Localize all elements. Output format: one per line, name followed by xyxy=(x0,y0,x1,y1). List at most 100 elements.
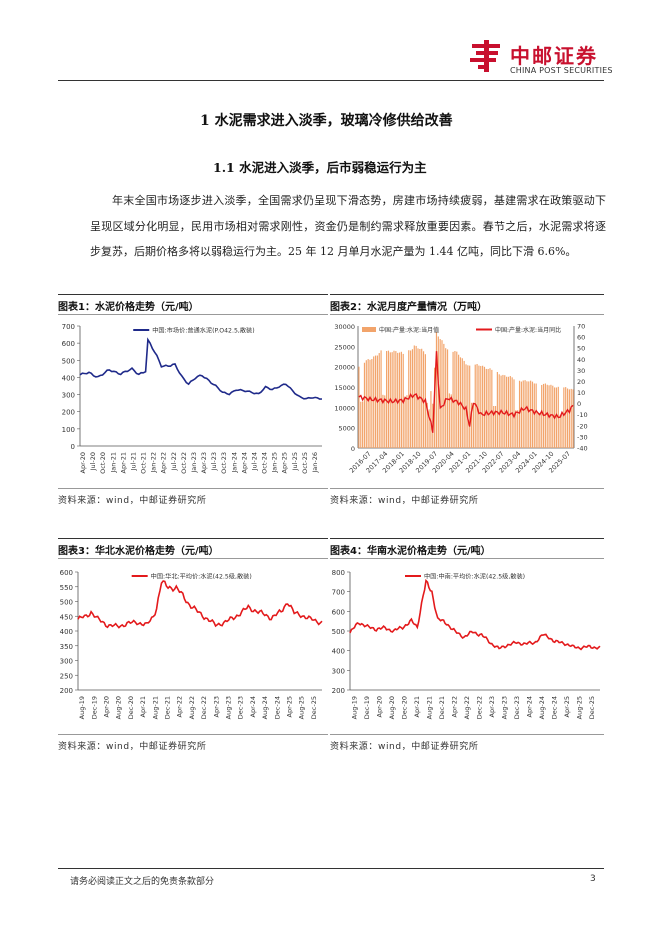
y-right-tick-label: 40 xyxy=(577,356,585,364)
y-tick-label: 200 xyxy=(62,409,75,417)
y-tick-label: 200 xyxy=(60,687,73,695)
x-tick-label: Dec-23 xyxy=(513,696,521,719)
figure-title-rule-3 xyxy=(58,558,328,559)
output-bar xyxy=(367,359,369,448)
output-bar xyxy=(561,415,563,448)
x-tick-label: Dec-19 xyxy=(90,696,98,719)
header-rule xyxy=(58,80,604,81)
output-bar xyxy=(493,405,495,448)
output-bar xyxy=(452,351,454,448)
output-bar xyxy=(430,391,432,448)
y-left-tick-label: 25000 xyxy=(334,343,355,351)
y-right-tick-label: 30 xyxy=(577,367,585,375)
figure-title-4: 图表4：华南水泥价格走势（元/吨） xyxy=(330,546,491,557)
output-bar xyxy=(531,381,534,448)
x-tick-label: Apr-22 xyxy=(176,696,184,717)
output-bar xyxy=(570,388,572,448)
output-bar xyxy=(470,402,473,448)
series-line xyxy=(349,578,601,651)
footer-rule xyxy=(58,868,604,869)
x-tick-label: Oct-21 xyxy=(140,452,148,474)
figure-title-rule-4 xyxy=(330,558,604,559)
output-bar xyxy=(515,410,517,448)
y-tick-label: 200 xyxy=(332,687,345,695)
figure-title-rule-2 xyxy=(330,314,604,315)
output-bar xyxy=(387,350,390,448)
x-tick-label: Apr-23 xyxy=(212,696,220,717)
x-tick-label: Jan-26 xyxy=(311,452,319,474)
output-bar xyxy=(419,348,421,448)
output-bar xyxy=(463,360,465,448)
output-bar xyxy=(454,351,456,448)
output-bar xyxy=(371,359,373,448)
x-tick-label: Apr-21 xyxy=(413,696,421,717)
output-bar xyxy=(363,362,366,448)
figure-source-2: 资料来源：wind，中邮证券研究所 xyxy=(330,496,479,506)
output-bar xyxy=(565,387,567,448)
y-right-tick-label: 20 xyxy=(577,378,585,386)
output-bar xyxy=(374,355,377,448)
output-bar xyxy=(461,358,463,448)
output-bar xyxy=(494,405,497,448)
output-bar xyxy=(517,410,519,448)
series-line xyxy=(77,580,323,629)
figure-source-1: 资料来源：wind，中邮证券研究所 xyxy=(58,496,207,506)
x-tick-label: Dec-22 xyxy=(475,696,483,719)
y-left-tick-label: 15000 xyxy=(334,384,355,392)
x-tick-label: Apr-22 xyxy=(160,452,168,473)
y-tick-label: 500 xyxy=(62,357,75,365)
y-tick-label: 500 xyxy=(332,628,345,636)
output-bar xyxy=(482,365,484,448)
x-tick-label: Apr-22 xyxy=(450,696,458,717)
output-bar xyxy=(467,365,469,448)
y-tick-label: 100 xyxy=(62,426,75,434)
figure-source-3: 资料来源：wind，中邮证券研究所 xyxy=(58,742,207,752)
output-bar xyxy=(555,387,558,448)
output-bar xyxy=(539,412,541,448)
x-tick-label: Apr-24 xyxy=(249,696,257,717)
chart-cement-price: 0 100 200 300 400 500 600 700 Apr-20 Jul-20 Oct-20… xyxy=(62,323,323,474)
y-tick-label: 400 xyxy=(60,628,73,636)
x-tick-label: Dec-23 xyxy=(237,696,245,719)
subsection-heading: 1.1 水泥进入淡季，后市弱稳运行为主 xyxy=(213,160,427,175)
x-tick-label: Dec-25 xyxy=(588,696,596,719)
output-bar xyxy=(448,393,450,448)
y-tick-label: 600 xyxy=(60,569,73,577)
figure-top-rule-2 xyxy=(330,294,604,295)
x-tick-label: Jul-25 xyxy=(291,452,299,471)
output-bar xyxy=(422,351,425,448)
figure-title-1: 图表1：水泥价格走势（元/吨） xyxy=(58,302,199,313)
chart-north-price: 200 250 300 350 400 450 500 550 600 Aug-19 Dec-19 A… xyxy=(60,569,323,719)
figure-title-rule-1 xyxy=(58,314,328,315)
x-tick-label: Jan-22 xyxy=(150,452,158,474)
x-tick-label: Oct-24 xyxy=(261,452,269,474)
x-tick-label: Jul-22 xyxy=(170,452,178,471)
output-bar xyxy=(518,380,521,448)
output-bar xyxy=(524,380,526,448)
legend-label-line: 中国:产量:水泥:当月同比 xyxy=(495,326,561,334)
legend-label: 中国:华北:平均价:水泥(42.5级,散装) xyxy=(151,573,252,581)
output-bar xyxy=(391,352,393,448)
x-tick-label: Aug-21 xyxy=(425,696,433,719)
y-right-tick-label: 70 xyxy=(577,323,585,331)
y-left-tick-label: 30000 xyxy=(334,323,355,331)
figure-title-2: 图表2：水泥月度产量情况（万吨） xyxy=(330,302,487,313)
y-tick-label: 450 xyxy=(60,613,73,621)
x-tick-label: Dec-24 xyxy=(273,696,281,719)
company-name-en: CHINA POST SECURITIES xyxy=(510,66,613,75)
x-tick-label: Aug-21 xyxy=(151,696,159,719)
x-tick-label: Apr-23 xyxy=(488,696,496,717)
output-bar xyxy=(559,414,561,448)
x-tick-label: Jul-23 xyxy=(210,452,218,471)
x-tick-label: Apr-24 xyxy=(240,452,248,473)
output-bar xyxy=(458,354,460,448)
x-tick-label: Aug-25 xyxy=(298,696,306,719)
output-bar xyxy=(404,396,406,448)
chart-south-price: 200 300 400 500 600 700 800 Aug-19 Dec-19 Apr-20 A… xyxy=(332,569,601,719)
y-tick-label: 300 xyxy=(332,667,345,675)
output-bar xyxy=(472,402,474,448)
output-bar xyxy=(550,384,552,448)
x-tick-label: Dec-25 xyxy=(310,696,318,719)
output-bar xyxy=(478,365,480,448)
output-bar xyxy=(360,401,362,448)
